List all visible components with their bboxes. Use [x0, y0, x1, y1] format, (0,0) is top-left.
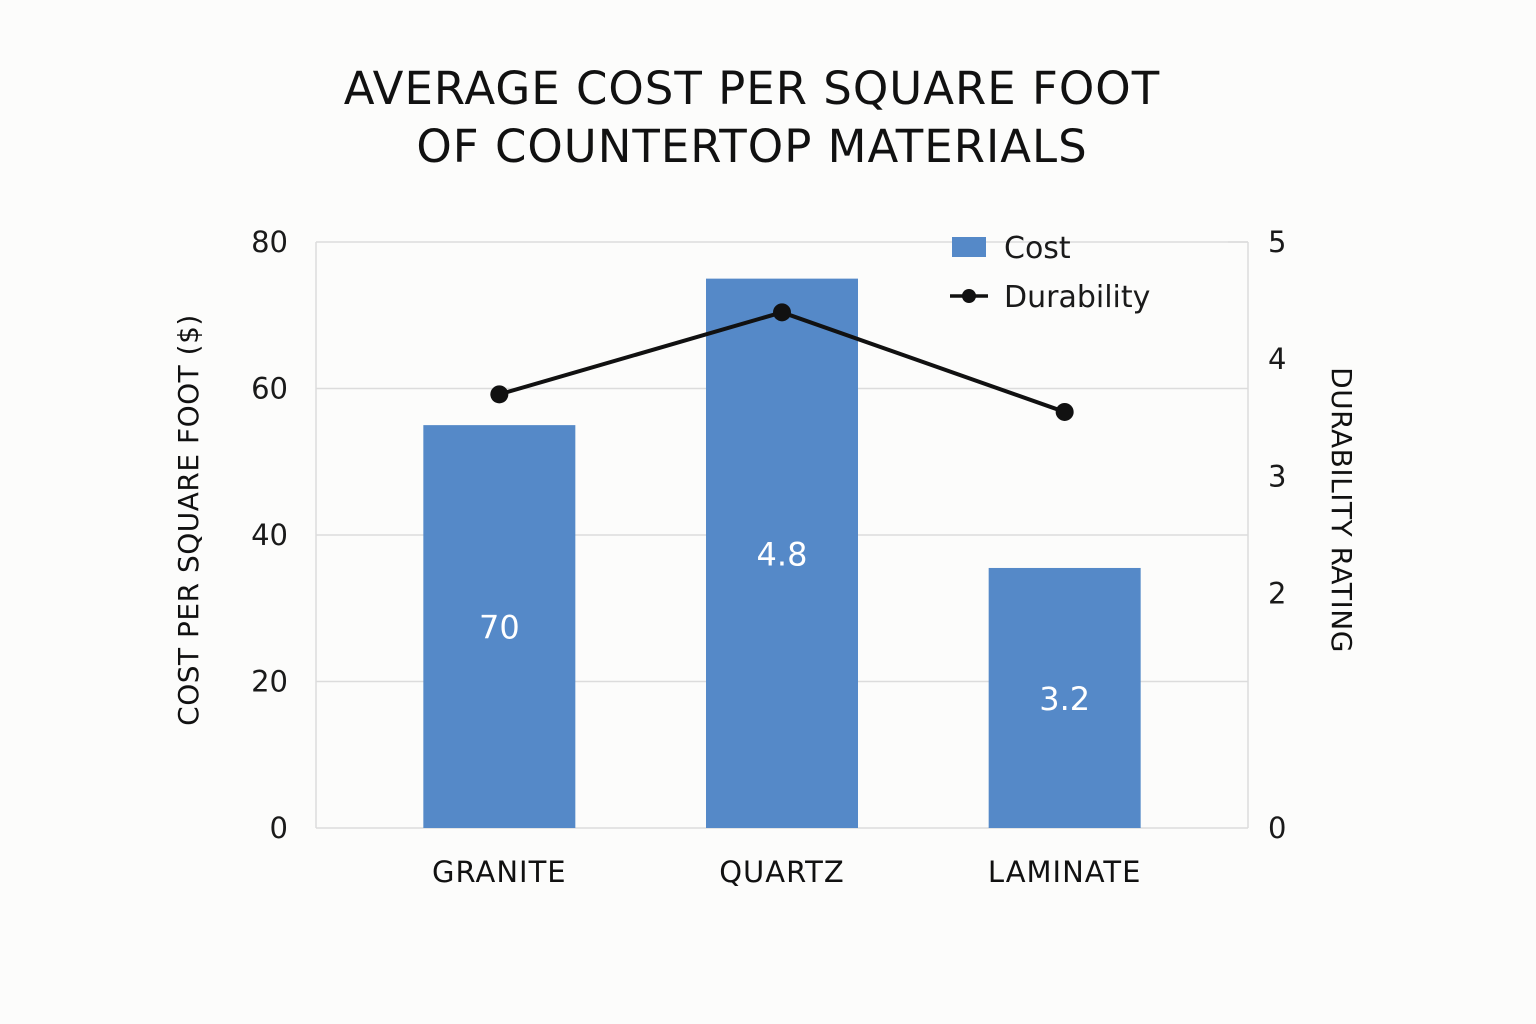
- y-axis-title: COST PER SQUARE FOOT ($): [172, 314, 205, 726]
- bar-laminate: [988, 567, 1141, 828]
- y-tick-label-2: 40: [251, 518, 288, 552]
- y2-tick-label-3: 4: [1268, 342, 1286, 376]
- x-tick-label-granite: GRANITE: [432, 855, 567, 889]
- legend-swatch-cost: [952, 237, 986, 257]
- bar-granite: [423, 425, 576, 828]
- legend-swatch-durability-marker: [962, 289, 976, 303]
- y2-tick-label-1: 2: [1268, 577, 1286, 611]
- y-tick-label-3: 60: [251, 372, 288, 406]
- x-tick-label-laminate: LAMINATE: [988, 855, 1142, 889]
- legend: Cost Durability: [950, 231, 1150, 315]
- durability-point-granite: [490, 385, 509, 404]
- chart-title-line-2: OF COUNTERTOP MATERIALS: [416, 120, 1087, 173]
- durability-point-laminate: [1055, 402, 1074, 421]
- y-tick-label-0: 0: [270, 811, 288, 845]
- y-axis-ticks: 0 20 40 60 80: [251, 225, 288, 845]
- bar-data-label-granite: 70: [479, 609, 520, 647]
- bars: 70 4.8 3.2: [423, 278, 1141, 828]
- bar-data-label-laminate: 3.2: [1039, 680, 1090, 718]
- bar-quartz: [706, 278, 858, 828]
- x-tick-label-quartz: QUARTZ: [719, 855, 845, 889]
- y2-tick-label-4: 5: [1268, 225, 1286, 259]
- y-tick-label-1: 20: [251, 665, 288, 699]
- bar-data-label-quartz: 4.8: [757, 535, 808, 573]
- durability-line: [490, 303, 1074, 421]
- y2-axis-ticks: 0 2 3 4 5: [1268, 225, 1286, 845]
- durability-point-quartz: [773, 303, 791, 322]
- legend-label-durability: Durability: [1004, 280, 1150, 315]
- y-tick-label-4: 80: [251, 225, 288, 259]
- legend-label-cost: Cost: [1004, 231, 1071, 266]
- y2-tick-label-2: 3: [1268, 459, 1286, 493]
- chart-title-line-1: AVERAGE COST PER SQUARE FOOT: [344, 62, 1160, 115]
- x-axis-ticks: GRANITE QUARTZ LAMINATE: [432, 855, 1142, 889]
- y2-tick-label-0: 0: [1268, 811, 1286, 845]
- y2-axis-title: DURABILITY RATING: [1325, 367, 1358, 653]
